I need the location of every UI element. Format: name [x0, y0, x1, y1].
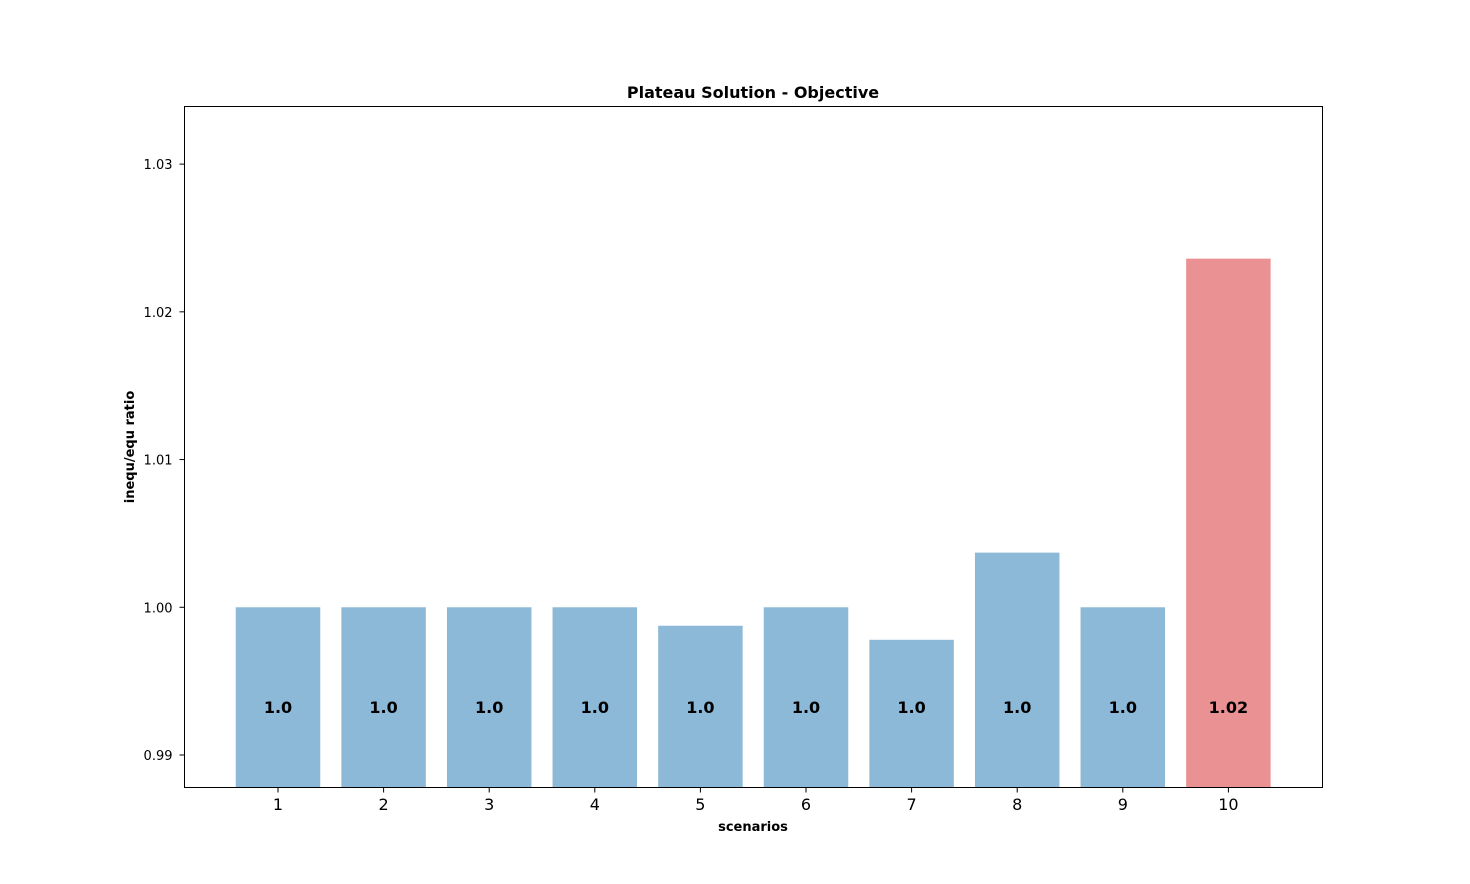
- y-tick-label-1.01: 1.01: [144, 454, 173, 469]
- y-axis: 0.99 1.00 1.01 1.02 1.03: [144, 158, 185, 764]
- x-tick-label-8: 8: [1012, 795, 1022, 814]
- y-tick-label-1.03: 1.03: [144, 158, 173, 173]
- bar-1: [235, 607, 321, 788]
- x-axis-label: scenarios: [718, 820, 788, 835]
- bar-5: [658, 625, 743, 788]
- bar-9: [1080, 607, 1166, 788]
- bar-value-label-6: 1.0: [792, 698, 820, 717]
- bar-value-label-9: 1.0: [1109, 698, 1137, 717]
- bar-7: [869, 639, 954, 788]
- bar-8: [974, 552, 1060, 788]
- x-tick-label-7: 7: [907, 795, 917, 814]
- x-tick-label-10: 10: [1218, 795, 1238, 814]
- bar-value-label-1: 1.0: [264, 698, 292, 717]
- bar-2: [341, 607, 426, 788]
- bar-value-label-5: 1.0: [686, 698, 714, 717]
- y-tick-label-0.99: 0.99: [144, 749, 173, 764]
- bar-value-label-10: 1.02: [1209, 698, 1248, 717]
- plot-frame: [184, 106, 1323, 788]
- x-tick-label-1: 1: [273, 795, 283, 814]
- x-axis: 1 2 3 4 5 6 7 8 9 10: [273, 787, 1239, 814]
- y-axis-label: inequ/equ ratio: [123, 391, 138, 504]
- x-tick-label-4: 4: [590, 795, 600, 814]
- bar-value-label-8: 1.0: [1003, 698, 1031, 717]
- x-tick-label-5: 5: [695, 795, 705, 814]
- bar-value-label-7: 1.0: [897, 698, 925, 717]
- bars-group: [235, 258, 1271, 788]
- bar-4: [552, 607, 638, 788]
- y-tick-label-1.02: 1.02: [144, 306, 173, 321]
- bar-labels-group: 1.0 1.0 1.0 1.0 1.0 1.0 1.0 1.0 1.0 1.02: [264, 698, 1248, 717]
- bar-value-label-3: 1.0: [475, 698, 503, 717]
- chart-title: Plateau Solution - Objective: [627, 83, 879, 102]
- x-tick-label-3: 3: [484, 795, 494, 814]
- bar-3: [446, 607, 532, 788]
- x-tick-label-6: 6: [801, 795, 811, 814]
- x-tick-label-2: 2: [379, 795, 389, 814]
- x-tick-label-9: 9: [1118, 795, 1128, 814]
- bar-value-label-2: 1.0: [369, 698, 397, 717]
- y-tick-label-1.00: 1.00: [144, 601, 173, 616]
- bar-10: [1186, 258, 1271, 788]
- bar-6: [763, 607, 849, 788]
- bar-value-label-4: 1.0: [581, 698, 609, 717]
